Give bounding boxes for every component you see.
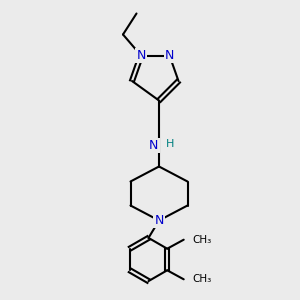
Text: CH₃: CH₃ [192,235,212,245]
Text: N: N [136,49,146,62]
Text: H: H [166,139,175,149]
Text: N: N [149,139,158,152]
Text: CH₃: CH₃ [192,274,212,284]
Text: N: N [165,49,174,62]
Text: N: N [154,214,164,227]
